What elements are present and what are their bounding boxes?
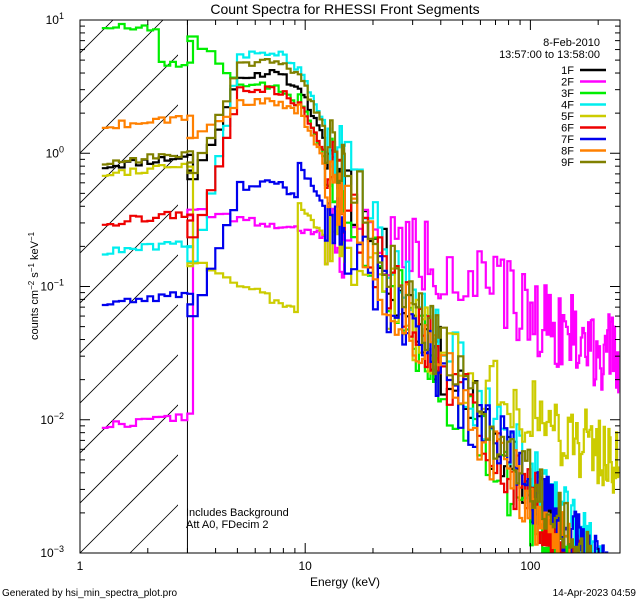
x-tick-label: 1 bbox=[77, 559, 84, 573]
hatch-line bbox=[80, 254, 178, 354]
hatch-line bbox=[80, 204, 178, 304]
legend-label-4F: 4F bbox=[561, 100, 574, 112]
series-line-3F bbox=[101, 22, 574, 553]
series-line-2F bbox=[101, 207, 620, 429]
y-tick-labels: 10−3 10−2 10−1 100 101 bbox=[40, 11, 64, 560]
attenuator-hatch-region bbox=[0, 0, 640, 553]
legend-label-2F: 2F bbox=[561, 77, 574, 89]
legend-label-6F: 6F bbox=[561, 123, 574, 135]
y-tick-label: 10−3 bbox=[40, 544, 64, 560]
legend-label-7F: 7F bbox=[561, 134, 574, 146]
series-line-5F bbox=[101, 162, 620, 494]
y-tick-label: 101 bbox=[46, 11, 64, 27]
hatch-line bbox=[80, 154, 178, 254]
y-tick-label: 100 bbox=[46, 144, 64, 160]
series-line-4F bbox=[101, 50, 606, 553]
hatch-line bbox=[580, 0, 640, 553]
chart-title: Count Spectra for RHESSI Front Segments bbox=[210, 1, 479, 17]
generator-credit: Generated by hsi_min_spectra_plot.pro bbox=[2, 588, 178, 599]
y-tick-label: 10−1 bbox=[40, 278, 64, 294]
hatch-line bbox=[0, 0, 130, 553]
x-tick-label: 100 bbox=[520, 559, 540, 573]
hatch-line bbox=[80, 20, 164, 104]
y-axis-label: counts cm−2 s−1 keV−1 bbox=[27, 231, 41, 340]
x-tick-labels: 1 10 100 bbox=[77, 559, 541, 573]
legend-label-3F: 3F bbox=[561, 88, 574, 100]
legend-label-1F: 1F bbox=[561, 65, 574, 77]
hatch-line bbox=[630, 0, 640, 553]
y-tick-label: 10−2 bbox=[40, 411, 64, 427]
legend-label-8F: 8F bbox=[561, 146, 574, 158]
hatch-line bbox=[80, 454, 178, 553]
legend-label-9F: 9F bbox=[561, 157, 574, 169]
x-tick-label: 10 bbox=[299, 559, 313, 573]
axis-ticks bbox=[79, 20, 620, 554]
hatch-line bbox=[80, 104, 178, 204]
x-axis-label: Energy (keV) bbox=[310, 575, 380, 589]
series-layer bbox=[101, 22, 620, 553]
series-line-7F bbox=[101, 161, 609, 553]
hatch-line bbox=[80, 404, 178, 504]
plot-date: 8-Feb-2010 bbox=[543, 37, 600, 49]
annotation-background: Includes Background bbox=[186, 507, 289, 519]
series-line-9F bbox=[101, 58, 604, 553]
plot-time-range: 13:57:00 to 13:58:00 bbox=[499, 49, 600, 61]
hatch-line bbox=[80, 20, 114, 54]
annotation-attenuator: Att A0, FDecim 2 bbox=[186, 519, 269, 531]
legend-label-5F: 5F bbox=[561, 111, 574, 123]
hatch-line bbox=[280, 0, 640, 553]
series-line-8F bbox=[101, 97, 571, 553]
generation-timestamp: 14-Apr-2023 04:59 bbox=[553, 588, 637, 599]
